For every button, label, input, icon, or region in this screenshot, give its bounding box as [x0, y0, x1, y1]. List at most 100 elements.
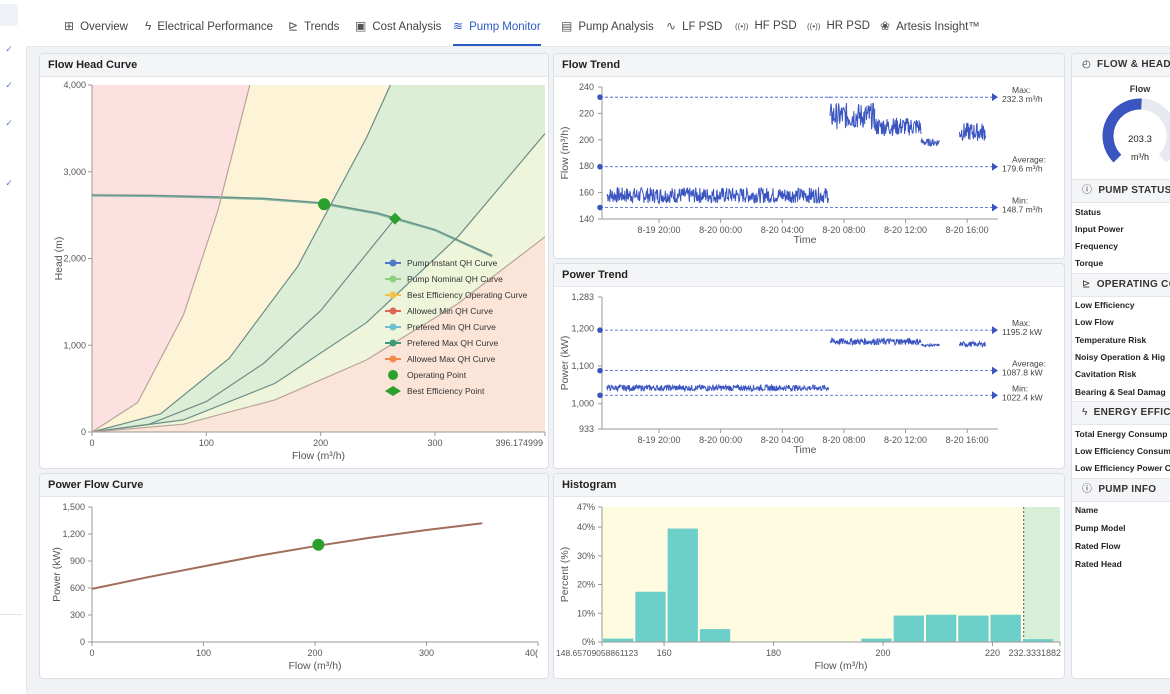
marker-value: 1022.4 kW [1002, 392, 1043, 402]
marker-value: 232.3 m³/h [1002, 94, 1043, 104]
low-efficiency-consumption-label: Low Efficiency Consum [1075, 446, 1170, 456]
x-tick-label: 8-20 08:00 [822, 225, 865, 235]
rated-flow-label: Rated Flow [1075, 541, 1121, 551]
tab-trends[interactable]: ⊵ Trends [288, 19, 340, 33]
curve-prefered-max-qh-curve [91, 133, 546, 433]
y-tick-label: 220 [579, 108, 594, 118]
operating-point [312, 538, 325, 551]
torque-label: Torque [1075, 258, 1104, 268]
histogram-bar [635, 591, 666, 642]
legend-label: Operating Point [407, 370, 467, 380]
bolt-icon: ϟ [1082, 407, 1088, 418]
marker-start-dot [597, 327, 603, 333]
tab-cost-analysis[interactable]: ▣ Cost Analysis [355, 19, 442, 33]
x-tick-label: 8-20 16:00 [946, 435, 989, 445]
tab-pump-monitor[interactable]: ≋ Pump Monitor [453, 0, 541, 46]
y-tick-label: 240 [579, 82, 594, 92]
y-axis-label: Power (kW) [51, 547, 63, 602]
power-trend-chart[interactable]: 933 1,000 1,100 1,200 1,283 8-19 20:00 8-20 00… [554, 287, 1064, 467]
y-axis-label: Flow (m³/h) [559, 126, 571, 179]
sidebar-chevron-icon[interactable]: ✓ [5, 44, 13, 54]
tab-hr-psd[interactable]: ((•)) HR PSD [807, 20, 870, 32]
y-tick-label: 933 [579, 424, 594, 434]
x-tick-label: 148.65709058861123 [556, 648, 638, 658]
x-tick-label: 0 [89, 438, 94, 448]
x-tick-label: 8-20 00:00 [699, 435, 742, 445]
y-tick-label: 300 [70, 610, 85, 620]
x-tick-label: 300 [428, 438, 443, 448]
marker-value: 1195.2 kW [1002, 327, 1042, 337]
legend-label: Allowed Min QH Curve [407, 306, 493, 316]
marker-arrow [992, 162, 998, 171]
legend-label: Best Efficiency Operating Curve [407, 290, 528, 300]
legend-swatch-dot [389, 339, 397, 347]
legend-swatch-dot [389, 291, 397, 299]
x-tick-label: 8-20 12:00 [884, 225, 927, 235]
rated-head-label: Rated Head [1075, 559, 1122, 569]
histogram-bar [1022, 639, 1054, 642]
curve-allowed-min-qh-curve [91, 84, 251, 433]
sidebar-chevron-icon[interactable]: ✓ [5, 80, 13, 90]
waves-icon: ≋ [453, 19, 464, 33]
name-label: Name [1075, 505, 1099, 515]
best-efficiency-point [389, 212, 402, 225]
sidebar-chevron-icon[interactable]: ✓ [5, 178, 13, 188]
marker-start-dot [597, 204, 603, 211]
tab-artesis-insight[interactable]: ❀ Artesis Insight™ [880, 19, 980, 33]
y-tick-label: 3,000 [63, 167, 86, 177]
histogram-bar [925, 614, 957, 642]
document-icon: ▤ [561, 19, 573, 33]
x-tick-label: 8-20 04:00 [761, 435, 804, 445]
tab-electrical-performance[interactable]: ϟ Electrical Performance [145, 19, 274, 33]
power-curve [91, 522, 483, 590]
x-tick-label: 8-20 04:00 [761, 225, 804, 235]
flow-head-chart[interactable]: 0 1,000 2,000 3,000 4,000 0 100 200 300 396.17499… [40, 77, 548, 467]
pump-model-label: Pump Model [1075, 523, 1126, 533]
y-tick-label: 20% [577, 580, 595, 590]
trend-line-flow [606, 96, 987, 205]
legend-swatch-dot [389, 275, 397, 283]
histogram-chart[interactable]: 0% 10% 20% 30% 40% 47% 148.65709058861123 160 18… [554, 497, 1064, 677]
marker-label: Max: [1012, 318, 1030, 328]
marker-value: 148.7 m³/h [1002, 205, 1043, 215]
tab-pump-analysis[interactable]: ▤ Pump Analysis [561, 19, 654, 33]
y-tick-label: 200 [579, 135, 594, 145]
y-tick-label: 1,283 [571, 292, 594, 302]
y-tick-label: 1,000 [63, 340, 86, 350]
sidebar-chevron-icon[interactable]: ✓ [5, 118, 13, 128]
power-flow-chart[interactable]: 0 300 600 900 1,200 1,500 0 100 200 300 40(Flow (m… [40, 497, 548, 677]
signal-icon: ((•)) [735, 22, 749, 31]
tab-overview[interactable]: ⊞ Overview [64, 19, 128, 33]
marker-value: 179.6 m³/h [1002, 164, 1043, 174]
gauge-label: Flow [1129, 84, 1151, 94]
x-tick-label: 8-19 20:00 [637, 435, 680, 445]
y-tick-label: 0 [80, 637, 85, 647]
legend-swatch-diamond [385, 386, 401, 396]
sidebar-active-item[interactable] [0, 4, 18, 26]
tab-hf-psd[interactable]: ((•)) HF PSD [735, 20, 797, 32]
temperature-risk-label: Temperature Risk [1075, 335, 1147, 345]
marker-arrow [992, 93, 998, 102]
grid-icon: ⊞ [64, 19, 75, 33]
marker-start-dot [597, 163, 603, 170]
x-tick-label: 180 [766, 648, 781, 658]
marker-arrow [992, 391, 998, 400]
y-tick-label: 1,100 [571, 361, 594, 371]
gauge-icon: ◴ [1082, 59, 1092, 70]
pulse-icon: ∿ [666, 19, 677, 33]
signal-icon: ((•)) [807, 22, 821, 31]
x-tick-label: 0 [89, 648, 94, 658]
histogram-bar [861, 638, 892, 642]
power-flow-curve-title: Power Flow Curve [40, 474, 548, 497]
tab-lf-psd[interactable]: ∿ LF PSD [666, 19, 723, 33]
line-chart-icon: ⊵ [288, 19, 299, 33]
x-tick-label: 100 [199, 438, 214, 448]
histogram-bar [893, 615, 924, 642]
y-tick-label: 47% [577, 502, 595, 512]
low-efficiency-label: Low Efficiency [1075, 300, 1135, 310]
bearing-seal-damage-label: Bearing & Seal Damag [1075, 387, 1166, 397]
x-axis-label: Time [794, 234, 817, 246]
marker-start-dot [597, 367, 603, 374]
flow-trend-chart[interactable]: 140 160 180 200 220 240 8-19 20:00 8-20 00:00 8-… [554, 77, 1064, 257]
marker-value: 1087.8 kW [1002, 368, 1043, 378]
